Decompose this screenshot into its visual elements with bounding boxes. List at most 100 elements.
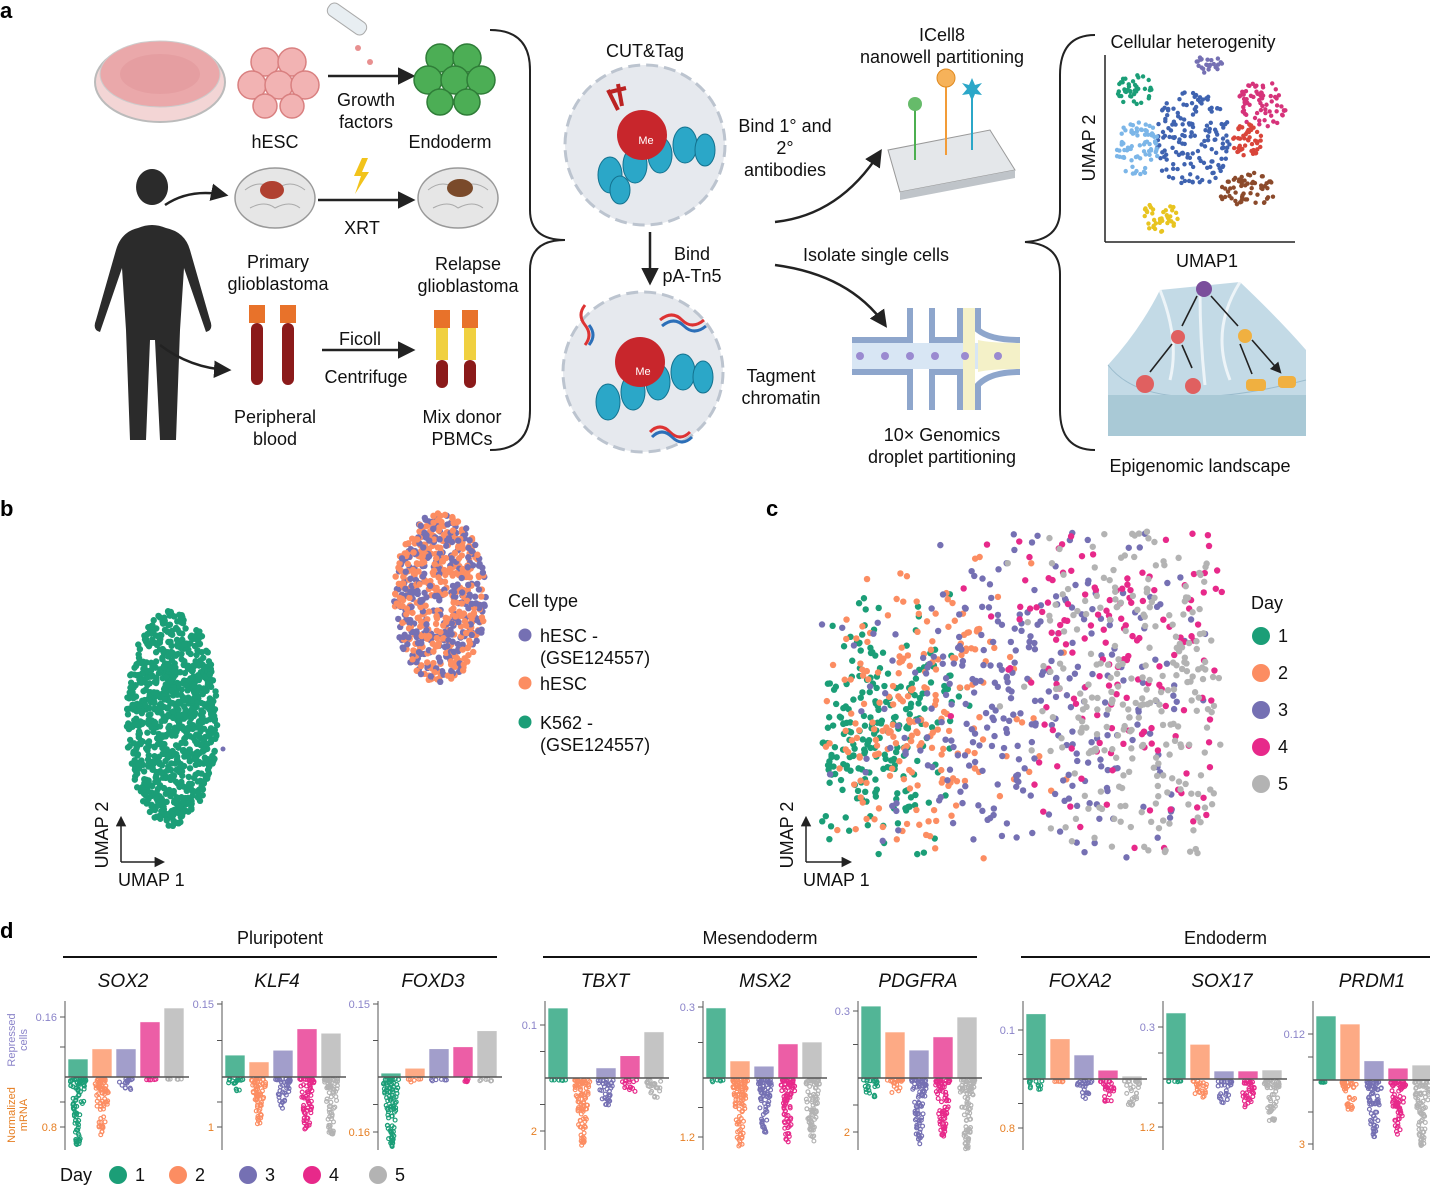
umap-point-hesc	[476, 560, 483, 568]
cluster-point	[1226, 179, 1231, 184]
legend-item: 5	[1252, 774, 1288, 794]
umap-point-k562	[191, 755, 198, 763]
cluster-point	[1204, 123, 1210, 128]
cluster-point	[1251, 170, 1257, 176]
umap-point-day-5	[1103, 723, 1110, 731]
umap-point-day-5	[1208, 801, 1216, 808]
group-pluripotent: Pluripotent	[63, 928, 497, 958]
umap-point-day-5	[1090, 746, 1097, 754]
umap-point-hesc	[470, 609, 478, 617]
cluster-point	[1129, 158, 1134, 163]
umap-point-day-3	[881, 705, 888, 713]
umap-point-day-3	[1096, 815, 1103, 822]
umap-point-day-1	[854, 787, 862, 795]
cluster-point	[1239, 194, 1245, 200]
umap-point-day-4	[1103, 607, 1110, 614]
umap-point-day-3	[1013, 776, 1020, 784]
umap-point-k562	[202, 757, 209, 764]
umap-point-k562	[193, 731, 200, 738]
mrna-dot-day-5	[333, 1094, 339, 1100]
umap-point-day-2	[873, 742, 881, 749]
umap-point-day-3	[1031, 646, 1039, 653]
cluster-point	[1207, 126, 1213, 132]
cluster-point	[1188, 161, 1193, 166]
umap-point-day-5	[1159, 772, 1167, 779]
cluster-point	[1146, 221, 1151, 226]
umap-point-day-5	[1112, 588, 1119, 595]
umap-point-day-3	[978, 631, 985, 639]
umap-point-day-5	[1097, 788, 1105, 795]
mrna-dot-day-2	[98, 1115, 104, 1121]
umap-point-day-3	[1000, 715, 1007, 722]
umap-point-day-2	[934, 726, 941, 733]
cluster-point	[1151, 224, 1156, 230]
umap-point-day-3	[939, 653, 947, 660]
umap-point-day-4	[1148, 740, 1155, 747]
umap-point-day-3	[970, 836, 977, 843]
umap-point-day-4	[1089, 551, 1097, 558]
umap-point-k562	[213, 732, 220, 740]
legend-marker	[1252, 775, 1270, 793]
umap-point-day-3	[902, 750, 909, 758]
umap-point-hesc	[465, 554, 472, 561]
umap-point-k562	[133, 770, 141, 777]
umap-point-k562	[152, 649, 160, 656]
umap-point-k562	[145, 642, 153, 649]
cluster-point	[1125, 87, 1130, 93]
umap-point-hesc	[434, 642, 442, 650]
umap-point-day-3	[976, 742, 983, 749]
cluster-point	[1146, 148, 1152, 154]
umap-point-day-2	[829, 661, 837, 669]
mrna-dot-day-2	[578, 1132, 584, 1138]
cluster-point	[1205, 63, 1210, 68]
umap-point-k562	[136, 730, 143, 737]
umap-point-day-3	[937, 541, 944, 549]
umap-point-day-3	[950, 660, 957, 667]
umap-point-k562	[183, 749, 190, 757]
umap-point-day-2	[864, 638, 871, 646]
umap-point-day-3	[1037, 618, 1044, 625]
umap-point-day-5	[1210, 702, 1218, 710]
umap-point-hesc	[458, 574, 465, 582]
umap-point-day-2	[860, 700, 868, 708]
umap-point-day-4	[1039, 608, 1046, 616]
mrna-dot-day-3	[1081, 1087, 1087, 1093]
cluster-point	[1200, 97, 1206, 102]
umap-point-hesc	[408, 535, 416, 542]
cluster-point	[1247, 173, 1253, 178]
umap-point-day-1	[826, 779, 833, 786]
cluster-point	[1142, 207, 1148, 212]
umap-point-day-5	[1146, 676, 1153, 684]
umap-point-day-3	[882, 690, 889, 697]
umap-point-day-3	[1164, 579, 1171, 587]
gene-bar-charts: Pluripotent Mesendoderm EndodermSOX20.160.…	[36, 928, 1430, 1152]
cluster-point	[1192, 133, 1198, 138]
umap-point-day-1	[859, 689, 866, 696]
umap-point-day-4	[1017, 603, 1024, 611]
umap-point-day-5	[1114, 683, 1122, 690]
umap-point-day-3	[1136, 544, 1143, 551]
umap-point-day-5	[1047, 825, 1055, 832]
umap-point-hesc	[442, 571, 449, 579]
umap-point-day-2	[879, 823, 887, 831]
umap-point-day-5	[1188, 697, 1195, 704]
umap-point-day-3	[1011, 625, 1018, 632]
cluster-point	[1167, 134, 1172, 140]
epigenomic-landscape-label: Epigenomic landscape	[1109, 456, 1290, 476]
umap-point-day-5	[1094, 694, 1101, 702]
umap-point-day-5	[1140, 701, 1147, 708]
umap-point-hesc	[404, 641, 411, 648]
umap-point-day-2	[875, 805, 883, 812]
umap-point-day-5	[1185, 639, 1193, 647]
umap-point-day-3	[1069, 728, 1076, 735]
umap-point-k562	[172, 652, 179, 659]
umap-point-k562	[168, 648, 175, 656]
umap-point-day-2	[863, 815, 870, 823]
umap-point-day-3	[1028, 738, 1036, 746]
umap-point-k562	[199, 786, 207, 793]
umap-point-k562	[149, 766, 156, 773]
umap-point-day-2	[871, 816, 878, 823]
umap-point-k562	[176, 803, 184, 811]
